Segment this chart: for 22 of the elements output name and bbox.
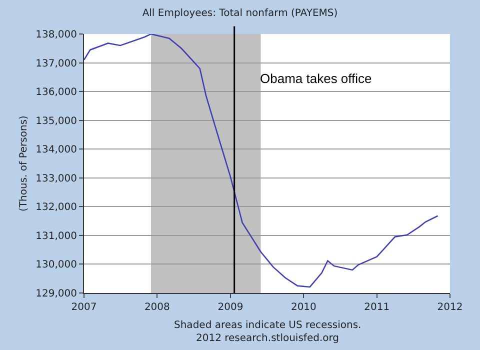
y-tick-label: 133,000 xyxy=(36,173,77,184)
y-tick-label: 138,000 xyxy=(36,30,77,40)
text: Shaded areas indicate US recessions. xyxy=(174,320,362,331)
y-tick-label: 129,000 xyxy=(36,288,77,300)
y-tick-label: 137,000 xyxy=(36,58,77,70)
y-tick-label: 131,000 xyxy=(36,230,77,242)
y-axis-title: (Thous. of Persons) xyxy=(18,115,30,212)
y-tick-label: 132,000 xyxy=(36,202,77,214)
y-tick-label: 136,000 xyxy=(36,87,77,98)
y-tick-label: 134,000 xyxy=(36,144,77,156)
x-tick-label: 2008 xyxy=(144,302,170,313)
y-tick-label: 130,000 xyxy=(36,260,77,271)
line-series xyxy=(84,34,438,288)
x-tick-label: 2007 xyxy=(71,302,97,313)
chart-title: All Employees: Total nonfarm (PAYEMS) xyxy=(142,8,338,19)
x-tick-label: 2011 xyxy=(364,302,390,313)
x-tick-label: 2012 xyxy=(437,302,463,313)
x-tick-label: 2009 xyxy=(218,302,244,313)
text: 2012 research.stlouisfed.org xyxy=(196,333,340,344)
y-tick-label: 135,000 xyxy=(36,116,77,127)
ref-line-label: Obama takes office xyxy=(260,71,372,86)
x-tick-label: 2010 xyxy=(290,302,316,313)
